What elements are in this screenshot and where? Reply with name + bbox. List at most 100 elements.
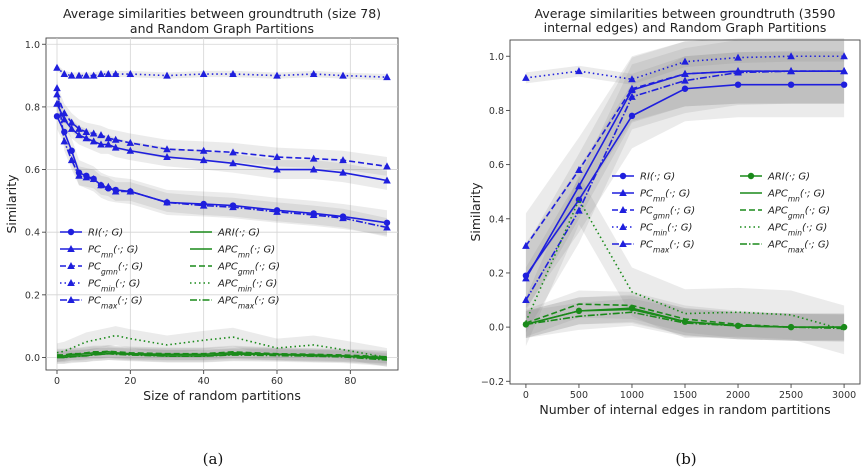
series-line-4	[56, 88, 388, 229]
point-4-9	[126, 187, 135, 195]
band-0	[57, 103, 387, 236]
series-line-9	[525, 311, 845, 330]
point-3-6	[840, 52, 848, 60]
y-tick-label-0: 0.0	[25, 353, 40, 364]
x-tick-label-0: 0	[54, 376, 60, 387]
point-4-8	[111, 187, 120, 195]
band-0	[525, 52, 845, 309]
band-4	[525, 38, 845, 333]
legend-label-1-3: APCmin(·; G)	[217, 279, 277, 294]
point-4-2	[67, 156, 76, 164]
point-2-7	[104, 134, 113, 142]
point-1-3	[75, 131, 83, 139]
point-3-5	[89, 71, 98, 79]
point-3-3	[681, 57, 689, 65]
legend-marker-0-4	[67, 296, 75, 303]
point-1-13	[273, 165, 281, 173]
point-0-2	[68, 147, 75, 154]
chart-panel-a: 0 20 40 60 80 0.0 0.2 0.4 0.6 0.8 1.0 Average simil…	[4, 6, 399, 403]
point-3-1	[60, 70, 69, 78]
legend-marker-0-2	[67, 262, 75, 269]
point-4-10	[163, 198, 171, 206]
point-4-6	[97, 181, 105, 189]
point-4-5	[89, 174, 98, 182]
legend-label-1-4: APCmax(·; G)	[217, 296, 279, 311]
point-3-16	[383, 73, 391, 81]
legend-marker-0-1	[619, 189, 627, 196]
point-4-2	[628, 92, 636, 100]
chart-title-line-1: and Random Graph Partitions	[130, 21, 314, 36]
point-3-14	[309, 70, 318, 78]
y-tick-label-2: 0.2	[489, 268, 504, 279]
point-2-2	[67, 118, 76, 126]
point-1-14	[309, 165, 318, 173]
band-1	[57, 94, 387, 190]
point-2-9	[126, 138, 135, 146]
point-3-7	[104, 70, 113, 78]
chart-title-line-0: Average similarities between groundtruth…	[535, 6, 836, 21]
band-1	[525, 38, 845, 311]
legend-label-0-3: PCmin(·; G)	[88, 279, 140, 294]
band-8	[525, 175, 845, 355]
legend-label-1-2: APCgmn(·; G)	[767, 206, 830, 221]
point-0-0	[53, 113, 61, 120]
point-3-0	[53, 63, 61, 71]
point-3-1	[575, 67, 583, 75]
y-tick-label-5: 0.8	[489, 106, 504, 117]
chart-panel-b: 0 500 1000 1500 2000 2500 3000 −0.2 0.0 0.2 0.4 0.6…	[468, 6, 861, 417]
point-3-2	[67, 71, 76, 79]
y-tick-label-2: 0.4	[25, 228, 40, 239]
point-2-2	[628, 84, 636, 92]
point-4-14	[309, 210, 318, 218]
band-5	[57, 347, 387, 366]
x-tick-label-4: 2000	[726, 390, 750, 401]
legend-marker-0-4	[619, 240, 627, 247]
caption-b: (b)	[675, 450, 696, 468]
point-4-4	[734, 68, 742, 76]
point-2-11	[199, 146, 208, 154]
band-5	[525, 294, 845, 341]
point-1-11	[199, 156, 208, 164]
point-2-3	[75, 124, 83, 132]
band-7	[525, 290, 845, 341]
point-4-0	[53, 84, 61, 92]
point-2-8	[111, 135, 120, 143]
y-tick-label-0: −0.2	[481, 377, 504, 388]
y-tick-label-3: 0.4	[489, 214, 504, 225]
band-3	[525, 50, 845, 85]
legend-label-0-4: PCmax(·; G)	[640, 240, 695, 255]
point-1-12	[229, 159, 237, 167]
x-tick-label-6: 3000	[832, 390, 856, 401]
point-1-5	[89, 137, 98, 145]
legend-marker-0-2	[619, 206, 627, 213]
legend-label-0-1: PCmn(·; G)	[88, 245, 138, 260]
legend-label-0-1: PCmn(·; G)	[640, 189, 690, 204]
point-4-13	[273, 207, 281, 215]
point-3-11	[199, 70, 208, 78]
x-axis-label: Number of internal edges in random parti…	[539, 402, 830, 417]
y-tick-label-1: 0.0	[489, 323, 504, 334]
x-tick-label-1: 20	[124, 376, 136, 387]
series-line-2	[56, 94, 388, 168]
point-4-1	[575, 206, 583, 214]
point-3-8	[111, 70, 120, 78]
band-9	[57, 347, 387, 367]
point-0-6	[840, 81, 848, 88]
point-2-0	[522, 241, 530, 249]
point-3-9	[126, 70, 135, 78]
point-1-15	[339, 168, 347, 176]
x-tick-label-0: 0	[523, 390, 529, 401]
point-1-4	[82, 134, 91, 142]
point-2-16	[383, 162, 391, 170]
point-4-16	[383, 223, 391, 231]
point-2-3	[681, 69, 689, 77]
y-tick-label-6: 1.0	[489, 52, 504, 63]
chart-title-line-0: Average similarities between groundtruth…	[63, 6, 381, 21]
point-4-0	[522, 296, 530, 304]
legend-marker-0-3	[67, 279, 75, 286]
point-0-1	[575, 196, 583, 204]
point-1-1	[60, 115, 69, 123]
point-3-5	[787, 52, 795, 60]
x-tick-label-4: 80	[344, 376, 356, 387]
